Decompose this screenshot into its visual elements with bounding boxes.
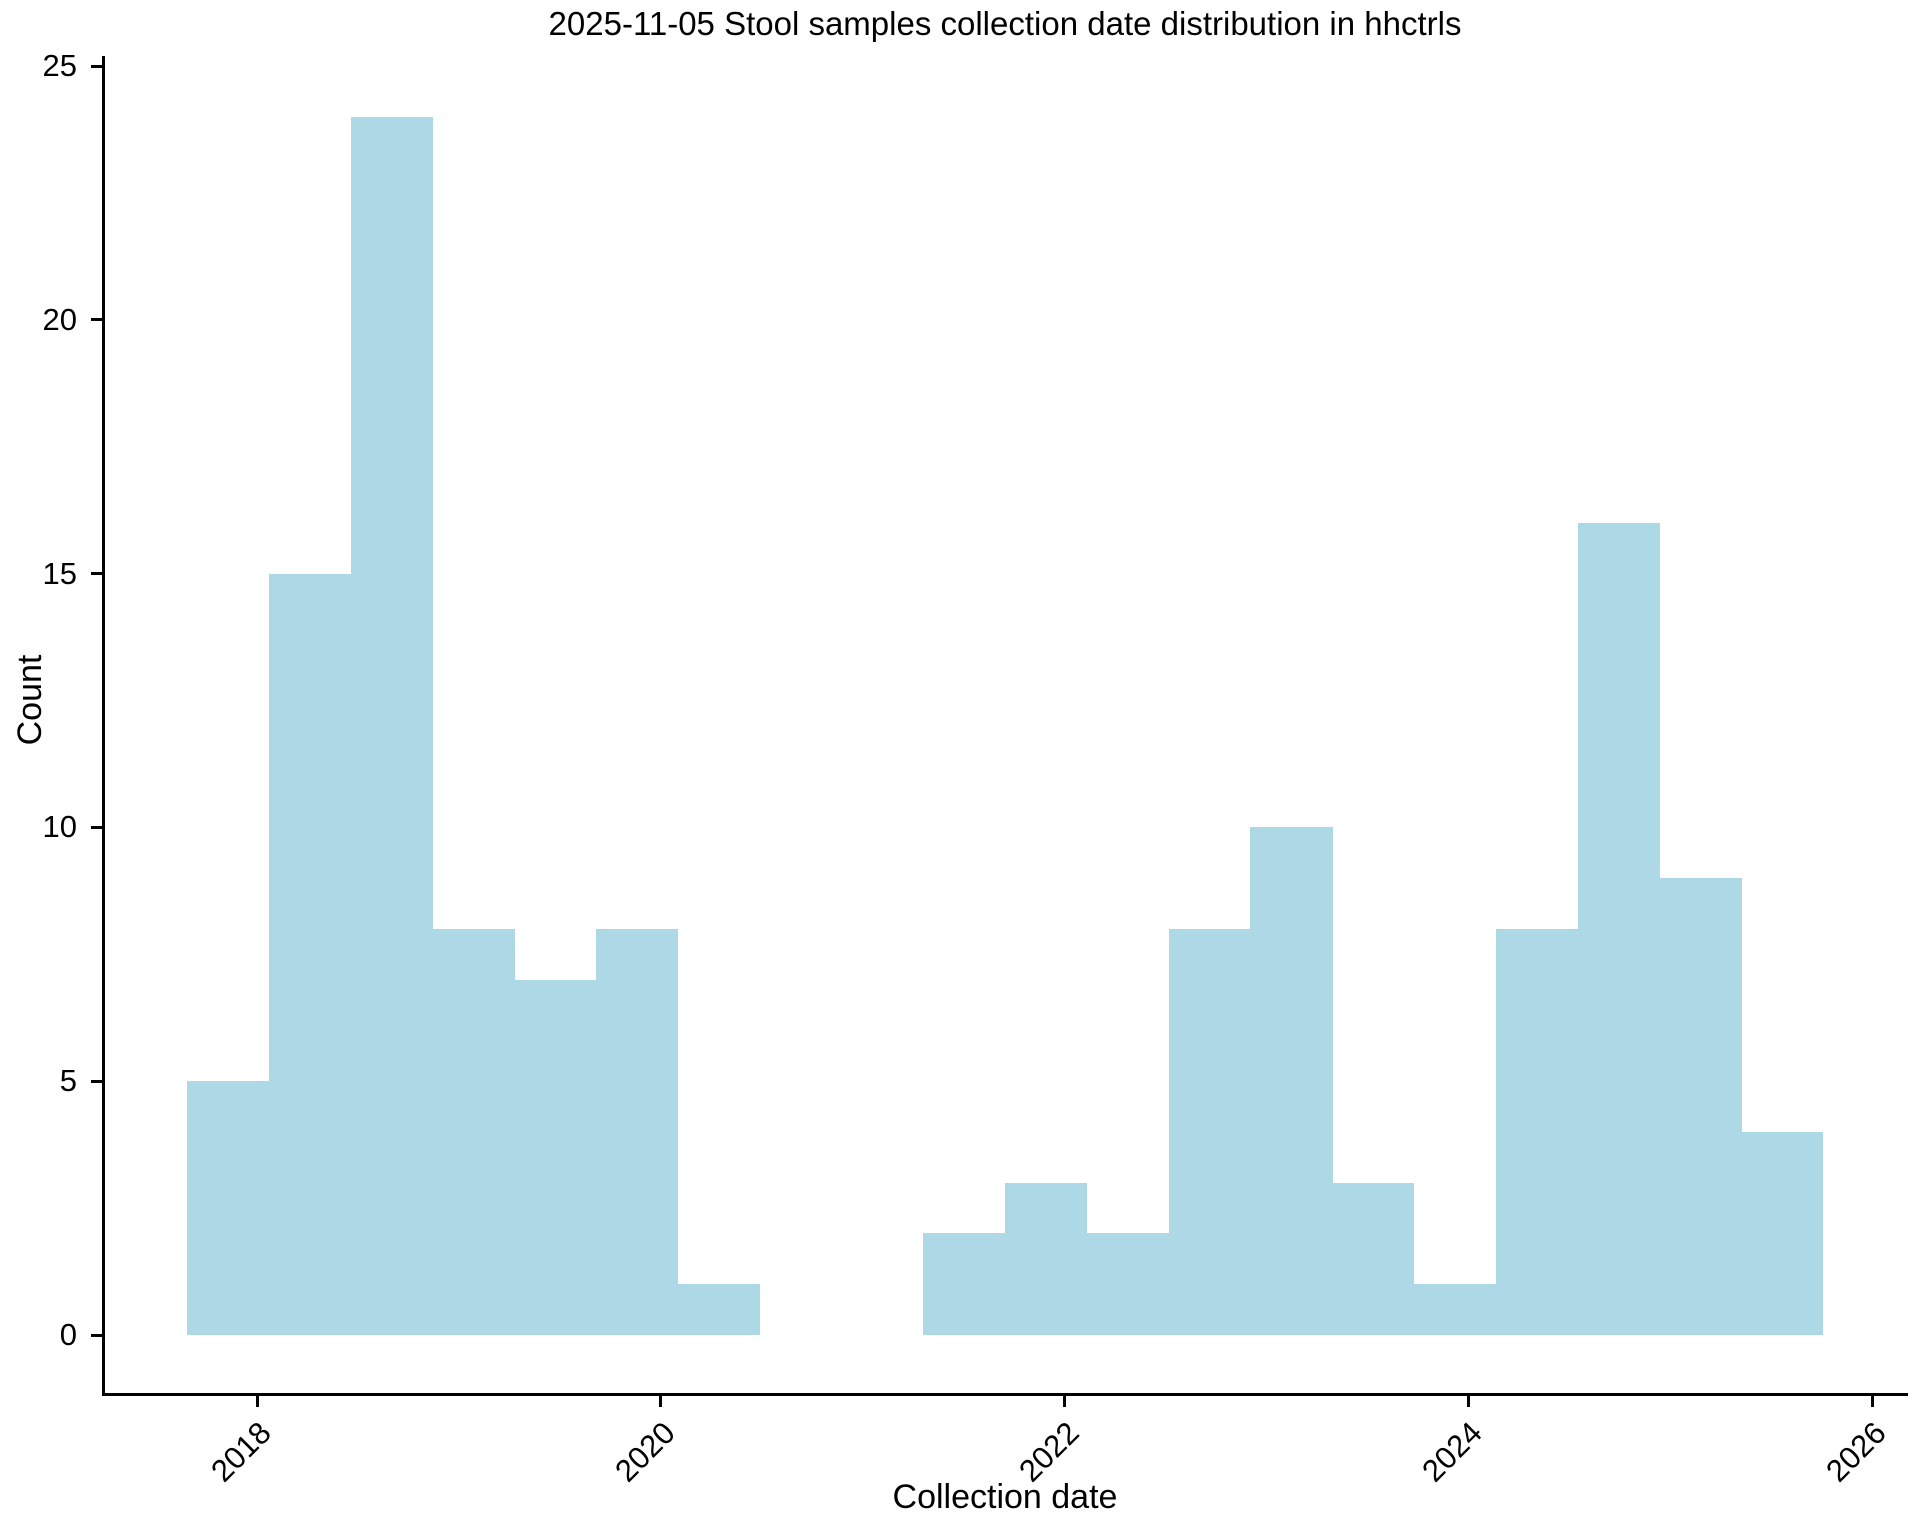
histogram-bar [514,979,597,1335]
y-tick-label: 5 [59,1063,77,1099]
histogram-bar [1577,522,1660,1335]
histogram-bar [1086,1233,1170,1335]
histogram-bar [1741,1131,1824,1335]
y-tick-mark [91,318,102,322]
y-tick-label: 10 [42,809,77,845]
histogram-bar [1659,878,1742,1335]
histogram-bar [268,573,352,1335]
histogram-bar [1332,1182,1415,1335]
x-axis-title: Collection date [892,1478,1118,1516]
histogram-bar [1495,928,1579,1335]
histogram-bar [1168,928,1251,1335]
y-axis-title: Count [11,654,49,746]
histogram-bar [923,1233,1006,1335]
x-tick-mark [659,1396,663,1407]
histogram-bar [1413,1284,1497,1335]
y-tick-label: 15 [42,555,77,591]
histogram-bar [595,928,679,1335]
x-tick-mark [1870,1396,1874,1407]
y-tick-label: 0 [59,1317,77,1352]
y-axis-line [102,56,105,1396]
y-tick-mark [91,572,102,576]
y-tick-mark [91,1333,102,1337]
histogram-bar [677,1284,761,1335]
x-axis-line [102,1393,1908,1396]
y-tick-label: 25 [42,48,77,84]
y-tick-mark [91,64,102,68]
histogram-bar [186,1081,270,1335]
histogram-bar [350,116,433,1335]
chart-title: 2025-11-05 Stool samples collection date… [548,5,1462,42]
histogram-bar [432,928,515,1335]
x-tick-mark [1063,1396,1066,1407]
histogram-bar [1004,1182,1088,1335]
y-tick-mark [91,825,102,829]
x-tick-mark [1466,1396,1470,1407]
y-tick-mark [91,1079,102,1083]
x-tick-mark [255,1396,259,1407]
y-tick-label: 20 [42,301,77,337]
histogram-bar [1250,827,1333,1335]
